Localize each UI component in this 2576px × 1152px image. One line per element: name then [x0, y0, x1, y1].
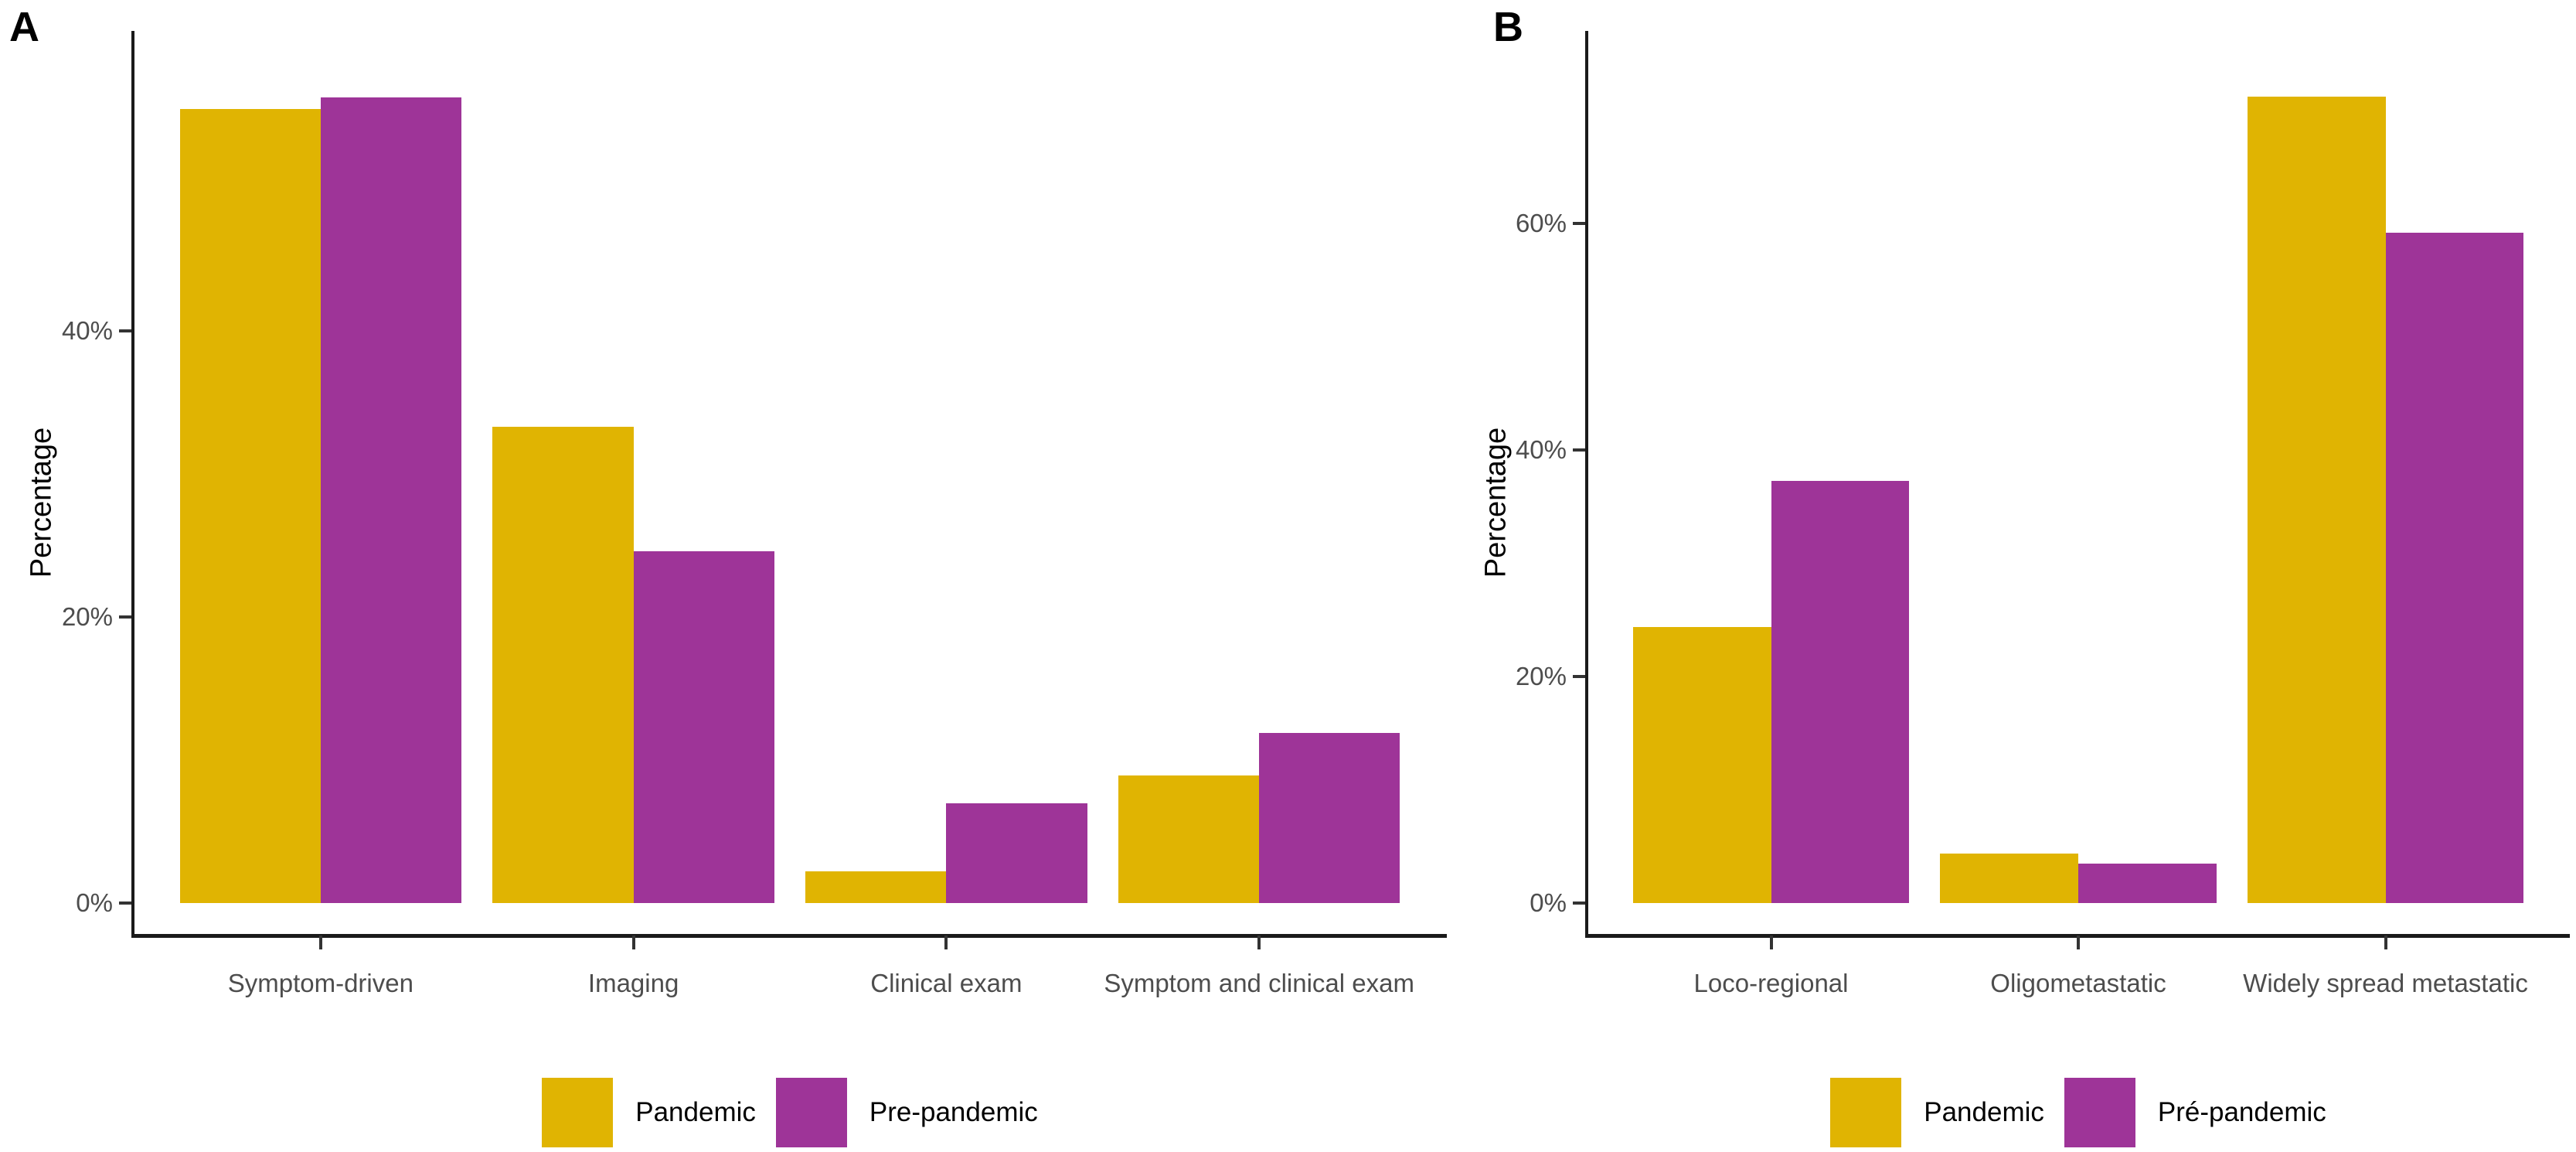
legend-label: Pré-pandemic	[2157, 1097, 2326, 1127]
y-tick-label: 60%	[1515, 209, 1567, 237]
panel-a-y-axis-line	[131, 31, 134, 937]
legend-swatch	[1830, 1078, 1902, 1147]
x-tick-label: Loco-regional	[1693, 969, 1849, 997]
x-tick-label: Symptom-driven	[227, 969, 413, 997]
bar-pandemic-1	[1940, 853, 2078, 903]
x-tick-mark	[2384, 936, 2387, 949]
panel-b-y-axis-line	[1585, 31, 1588, 937]
bar-pre-pandemic-1	[633, 550, 774, 903]
y-tick-mark	[1573, 448, 1585, 452]
panel-b-y-axis-title: Percentage	[1479, 427, 1513, 578]
x-tick-mark	[631, 936, 635, 949]
legend-label: Pandemic	[635, 1097, 756, 1127]
x-tick-label: Imaging	[587, 969, 679, 997]
bar-pandemic-3	[1118, 775, 1260, 903]
bar-pandemic-2	[805, 871, 947, 903]
y-tick-label: 40%	[61, 316, 113, 345]
x-tick-label: Widely spread metastatic	[2243, 969, 2528, 997]
y-tick-mark	[1573, 675, 1585, 678]
bar-pre-pandemic-2	[946, 803, 1087, 903]
y-tick-mark	[1573, 901, 1585, 905]
x-tick-mark	[318, 936, 322, 949]
legend-label: Pandemic	[1924, 1097, 2044, 1127]
panel-a-tag: A	[9, 4, 39, 50]
x-tick-mark	[944, 936, 948, 949]
panel-b-legend: Pandemic Pré-pandemic	[1587, 1078, 2570, 1147]
y-tick-label: 0%	[1530, 888, 1567, 917]
legend-swatch	[542, 1078, 614, 1147]
bar-pr-pandemic-0	[1771, 480, 1910, 903]
legend-swatch	[2064, 1078, 2135, 1147]
x-tick-label: Symptom and clinical exam	[1104, 969, 1414, 997]
x-tick-label: Oligometastatic	[1990, 969, 2166, 997]
panel-b-tag: B	[1493, 4, 1523, 50]
legend-item: Pandemic	[542, 1078, 756, 1147]
legend-item: Pré-pandemic	[2064, 1078, 2326, 1147]
bar-pandemic-0	[179, 109, 321, 903]
x-tick-mark	[1257, 936, 1261, 949]
bar-pr-pandemic-2	[2385, 232, 2524, 903]
panel-a-x-axis-line	[131, 934, 1447, 938]
y-tick-mark	[1573, 222, 1585, 225]
legend-item: Pre-pandemic	[775, 1078, 1038, 1147]
y-tick-mark	[119, 901, 131, 905]
legend-swatch	[775, 1078, 847, 1147]
bar-pandemic-2	[2247, 96, 2386, 903]
bar-pre-pandemic-0	[320, 97, 461, 903]
bar-pr-pandemic-1	[2078, 863, 2217, 903]
x-tick-mark	[1769, 936, 1773, 949]
legend-item: Pandemic	[1830, 1078, 2044, 1147]
legend-label: Pre-pandemic	[869, 1097, 1038, 1127]
y-tick-mark	[119, 329, 131, 332]
y-tick-label: 20%	[1515, 662, 1567, 690]
bar-pre-pandemic-3	[1259, 732, 1400, 903]
panel-a-legend: Pandemic Pre-pandemic	[133, 1078, 1447, 1147]
bar-pandemic-1	[492, 426, 634, 903]
bar-pandemic-0	[1632, 626, 1771, 903]
y-tick-label: 40%	[1515, 435, 1567, 464]
y-tick-mark	[119, 615, 131, 619]
y-tick-label: 20%	[61, 602, 113, 631]
x-tick-label: Clinical exam	[870, 969, 1023, 997]
y-tick-label: 0%	[76, 888, 113, 917]
x-tick-mark	[2077, 936, 2080, 949]
